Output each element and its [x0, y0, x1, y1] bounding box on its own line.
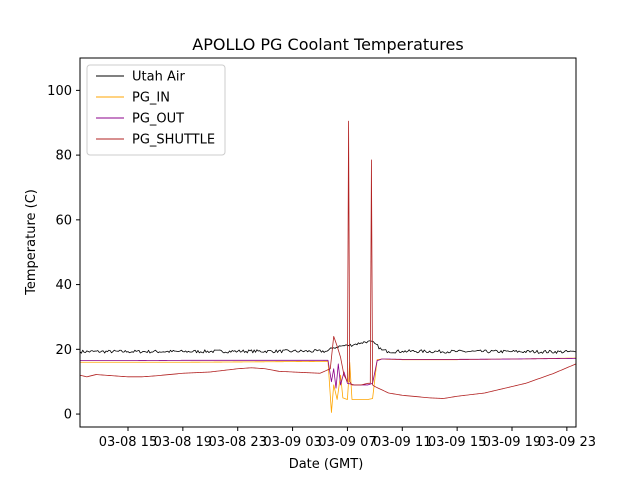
legend-label: PG_SHUTTLE	[132, 133, 215, 148]
series-layer	[80, 120, 576, 413]
chart-title: APOLLO PG Coolant Temperatures	[192, 35, 463, 54]
y-tick-label: 40	[55, 278, 72, 293]
legend: Utah Air PG_IN PG_OUT PG_SHUTTLE	[86, 64, 226, 156]
x-tick-label: 03-09 23	[538, 435, 596, 450]
y-tick-label: 20	[55, 343, 72, 358]
x-tick-label: 03-08 15	[99, 435, 157, 450]
x-tick-label: 03-09 03	[263, 435, 321, 450]
x-tick-label: 03-08 19	[154, 435, 212, 450]
x-tick-label: 03-08 23	[208, 435, 266, 450]
legend-label: Utah Air	[132, 70, 185, 85]
y-axis: 0 20 40 60 80 100	[47, 84, 80, 423]
plot-area	[80, 120, 576, 413]
x-tick-label: 03-09 11	[373, 435, 431, 450]
x-axis-label: Date (GMT)	[289, 457, 364, 472]
x-tick-label: 03-09 19	[483, 435, 541, 450]
x-tick-label: 03-09 07	[318, 435, 376, 450]
legend-label: PG_IN	[132, 91, 170, 106]
y-tick-label: 0	[64, 408, 72, 423]
y-tick-label: 60	[55, 213, 72, 228]
series-line-pg-out	[80, 357, 576, 389]
plot-frame	[79, 57, 577, 428]
y-axis-label: Temperature (C)	[24, 189, 39, 296]
y-tick-label: 100	[47, 84, 72, 99]
series-line-pg-shuttle	[80, 120, 576, 399]
legend-box	[86, 64, 226, 156]
series-line-utah-air	[80, 340, 576, 354]
x-tick-label: 03-09 15	[428, 435, 486, 450]
y-tick-label: 80	[55, 149, 72, 164]
legend-label: PG_OUT	[132, 112, 184, 127]
